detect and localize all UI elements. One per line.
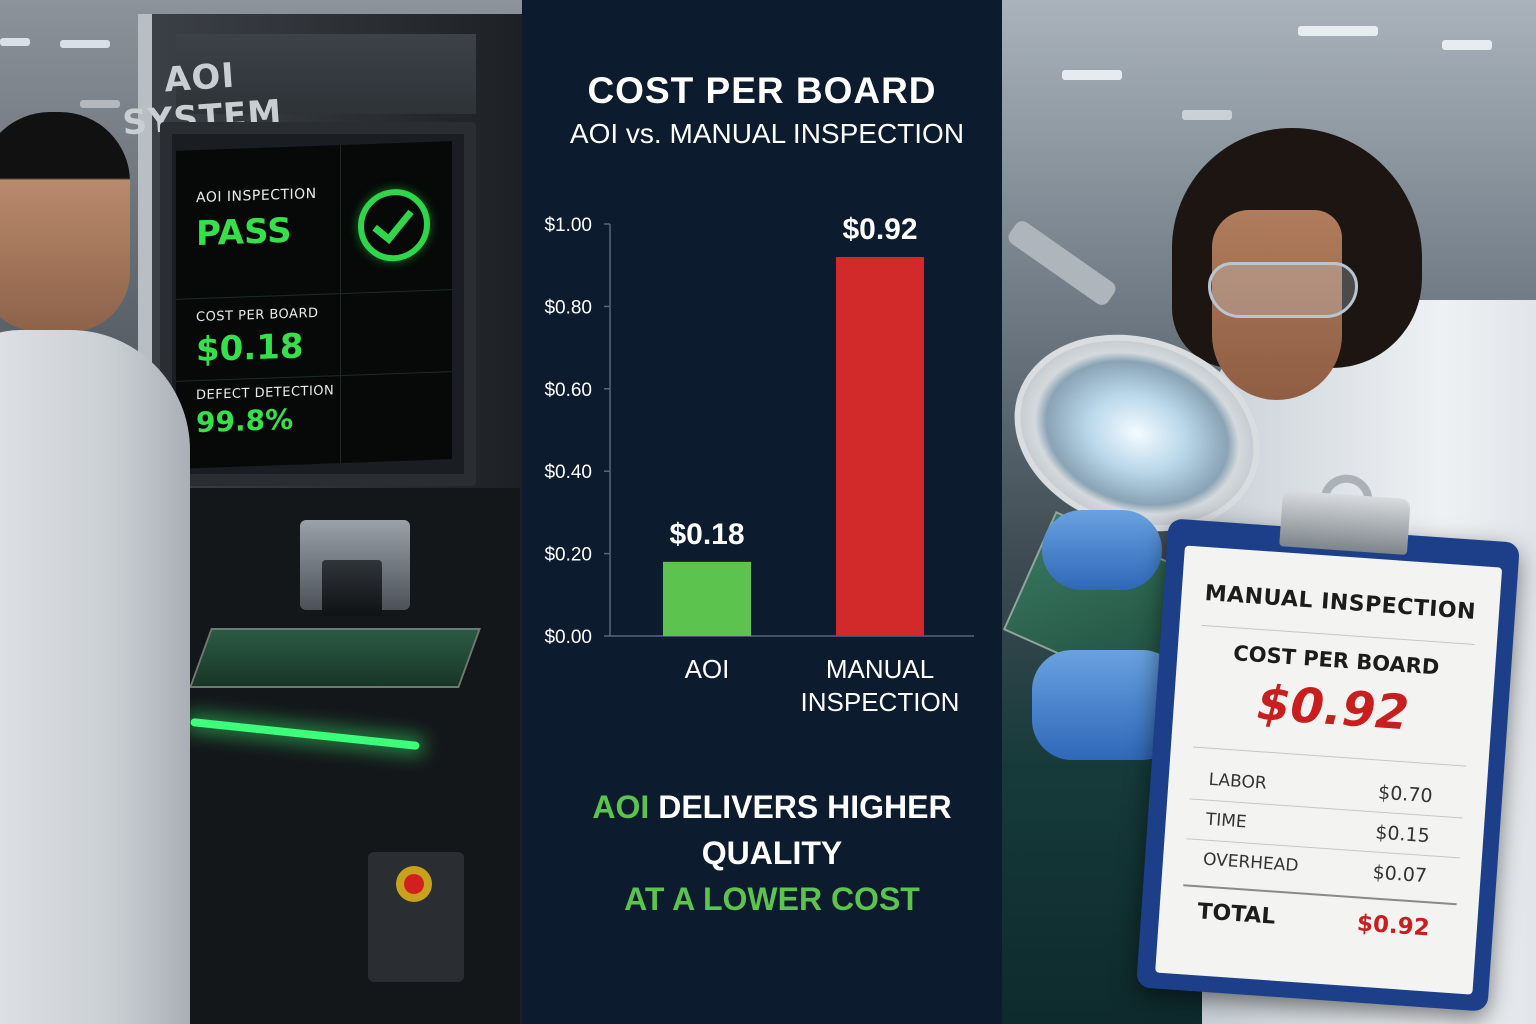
y-tick-label: $0.80	[544, 297, 592, 318]
ceiling-light	[1062, 70, 1122, 80]
cost-clipboard: MANUAL INSPECTION COST PER BOARD $0.92 L…	[1136, 472, 1520, 1012]
data-label: $0.18	[669, 518, 744, 551]
chart-title: COST PER BOARD	[587, 70, 937, 111]
technician-body	[0, 330, 190, 1024]
ceiling-light	[60, 40, 110, 48]
row-value-overhead: $0.07	[1371, 861, 1428, 888]
bar-chart: $0.00 $0.20 $0.40 $0.60 $0.80 $1.00 $0.18 AOI $0…	[544, 213, 974, 717]
screen-divider	[176, 289, 452, 300]
y-tick-label: $1.00	[544, 215, 592, 236]
aoi-machine-photo: AOI SYSTEM AOI INSPECTION PASS COST PER …	[0, 0, 522, 1024]
technician-head	[0, 112, 130, 332]
chart-subtitle: AOI vs. MANUAL INSPECTION	[569, 118, 965, 149]
ceiling-light	[0, 38, 30, 46]
tagline-line2: AT A LOWER COST	[624, 881, 920, 917]
safety-goggles-icon	[1208, 262, 1358, 318]
row-label-overhead: OVERHEAD	[1202, 849, 1300, 877]
clip-icon	[1279, 490, 1411, 555]
glove-icon	[1042, 510, 1162, 590]
ceiling-light	[1298, 26, 1378, 36]
cost-label: COST PER BOARD	[196, 305, 319, 326]
row-label-time: TIME	[1205, 809, 1248, 833]
emergency-stop-button-cap	[404, 874, 424, 894]
bar-aoi	[663, 561, 751, 636]
y-tick-label: $0.40	[544, 462, 592, 483]
total-label: TOTAL	[1196, 899, 1277, 930]
cost-value: $0.18	[196, 326, 304, 371]
y-tick-label: $0.20	[544, 545, 592, 566]
y-tick-label: $0.00	[544, 627, 592, 648]
inspection-label: AOI INSPECTION	[196, 185, 317, 207]
status-pass: PASS	[196, 210, 292, 255]
detection-value: 99.8%	[196, 402, 294, 440]
ceiling-light	[1442, 40, 1492, 50]
machine-header	[176, 34, 476, 114]
row-value-time: $0.15	[1374, 821, 1431, 848]
clipboard-title: MANUAL INSPECTION	[1203, 581, 1477, 625]
screen-divider	[340, 145, 341, 464]
row-value-labor: $0.70	[1377, 781, 1434, 808]
check-icon	[358, 187, 430, 263]
ceiling-light	[1182, 110, 1232, 120]
tagline-highlight: AOI	[592, 789, 650, 825]
clipboard-amount: $0.92	[1255, 674, 1411, 742]
inspection-screen: AOI INSPECTION PASS COST PER BOARD $0.18…	[176, 141, 452, 469]
data-label: $0.92	[842, 213, 917, 246]
detection-label: DEFECT DETECTION	[196, 383, 335, 404]
ceiling-light	[80, 100, 120, 108]
cost-chart-panel: COST PER BOARD AOI vs. MANUAL INSPECTION…	[522, 0, 1002, 1024]
tagline-line1: DELIVERS HIGHER QUALITY	[649, 789, 952, 871]
chart-tagline: AOI DELIVERS HIGHER QUALITY AT A LOWER C…	[522, 784, 1022, 922]
total-value: $0.92	[1356, 910, 1431, 942]
bar-manual-inspection	[836, 256, 924, 636]
x-tick-label: MANUAL	[826, 654, 934, 684]
x-tick-label: INSPECTION	[801, 687, 960, 717]
circuit-board	[189, 628, 481, 688]
divider	[1192, 746, 1467, 767]
screen-divider	[176, 371, 452, 382]
clipboard-sheet: MANUAL INSPECTION COST PER BOARD $0.92 L…	[1155, 545, 1503, 995]
y-tick-label: $0.60	[544, 380, 592, 401]
x-tick-label: AOI	[685, 654, 730, 684]
camera-lens	[322, 560, 382, 616]
lamp-arm	[1005, 217, 1119, 309]
row-label-labor: LABOR	[1207, 769, 1268, 794]
